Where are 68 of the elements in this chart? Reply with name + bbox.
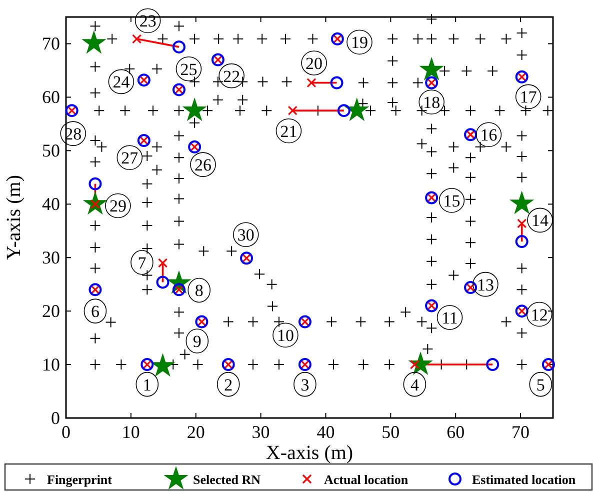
x-tick-label: 20: [186, 422, 205, 442]
annotation: 18: [423, 93, 440, 112]
annotation: 26: [194, 156, 212, 175]
point: [337, 104, 350, 118]
annotation: 10: [276, 326, 294, 346]
x-tick-label: 30: [252, 422, 270, 442]
annotation: 14: [532, 211, 550, 230]
point: [288, 106, 298, 116]
annotation: 27: [121, 148, 139, 168]
y-tick-label: 20: [42, 301, 60, 322]
annotation: 30: [237, 226, 254, 245]
annotation: 1: [142, 375, 152, 394]
point: [156, 276, 170, 289]
annotation: 19: [351, 33, 368, 52]
y-tick-label: 30: [42, 248, 60, 268]
point: [419, 56, 444, 80]
y-axis-title: Y-axis (m): [3, 175, 25, 260]
point: [517, 218, 527, 228]
legend-label: Actual location: [324, 472, 409, 487]
legend-label: Estimated location: [472, 472, 576, 487]
annotation: 20: [306, 54, 323, 73]
y-tick-label: 10: [42, 354, 60, 375]
annotation: 22: [223, 66, 240, 86]
point: [172, 40, 186, 54]
y-tick-label: 0: [51, 408, 60, 428]
y-tick-label: 60: [42, 87, 60, 108]
x-tick-label: 50: [382, 422, 400, 442]
x-axis-title: X-axis (m): [266, 442, 354, 464]
point: [515, 235, 528, 248]
legend-label: Selected RN: [193, 472, 262, 487]
y-tick-label: 70: [42, 34, 60, 54]
annotation: 21: [280, 122, 298, 141]
annotation: 15: [443, 191, 460, 210]
annotation: 29: [109, 196, 126, 216]
x-tick-label: 40: [316, 422, 335, 442]
annotation: 13: [476, 275, 494, 294]
point: [82, 30, 106, 54]
x-tick-label: 70: [512, 422, 530, 442]
point: [150, 353, 176, 377]
legend-label: Fingerprint: [47, 472, 113, 487]
annotation: 3: [300, 375, 310, 394]
annotation: 11: [442, 308, 458, 328]
annotation: 17: [520, 88, 538, 107]
point: [88, 177, 102, 190]
point: [509, 190, 534, 214]
point: [132, 34, 142, 44]
point: [410, 360, 420, 370]
annotation: 9: [192, 332, 202, 352]
annotation: 4: [410, 375, 420, 394]
point: [158, 258, 168, 268]
y-tick-label: 40: [42, 194, 60, 214]
x-tick-label: 60: [446, 422, 465, 442]
annotation: 12: [530, 305, 548, 324]
point: [486, 358, 500, 372]
annotation: 2: [224, 375, 233, 394]
annotation: 24: [112, 72, 130, 92]
annotation: 16: [480, 126, 498, 145]
annotation: 6: [90, 302, 100, 322]
annotation: 25: [180, 60, 198, 79]
annotation: 8: [194, 281, 204, 300]
annotation: 7: [138, 253, 147, 272]
point: [306, 78, 316, 88]
point: [330, 76, 344, 90]
y-tick-label: 50: [42, 140, 60, 161]
x-tick-label: 10: [122, 422, 140, 442]
annotation: 5: [536, 375, 545, 394]
point: [344, 98, 370, 122]
point: [182, 98, 207, 122]
